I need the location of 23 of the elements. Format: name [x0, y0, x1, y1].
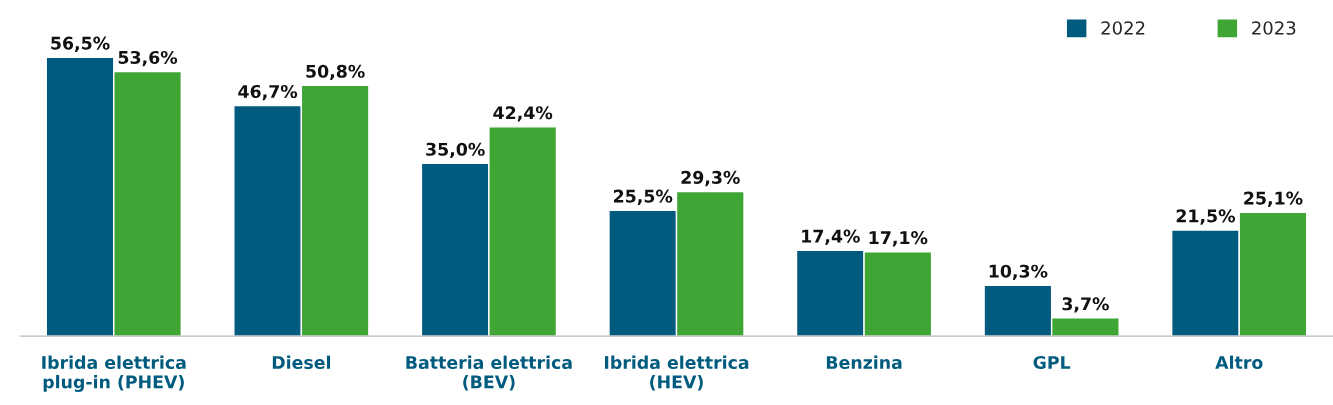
data-label: 21,5%: [1176, 209, 1236, 225]
legend-label: 2023: [1252, 21, 1296, 35]
data-label: 56,5%: [51, 36, 110, 52]
data-label: 29,3%: [681, 170, 740, 187]
x-tick-label: Benzina: [826, 355, 902, 370]
data-label: 17,1%: [869, 231, 928, 247]
data-label: 46,7%: [238, 84, 298, 101]
x-tick-label: Altro: [1215, 355, 1263, 370]
x-tick-label: Batteria elettrica (BEV): [406, 355, 572, 391]
data-label: 35,0%: [426, 142, 485, 159]
data-label: 25,1%: [1244, 191, 1303, 207]
data-label: 42,4%: [493, 106, 553, 122]
legend-label: 2022: [1101, 21, 1145, 35]
data-label: 10,3%: [989, 264, 1048, 280]
x-tick-label: Diesel: [272, 355, 330, 370]
x-tick-label: GPL: [1033, 355, 1071, 370]
data-label: 50,8%: [306, 64, 365, 81]
x-tick-label: Ibrida elettrica plug-in (PHEV): [42, 355, 186, 392]
data-label: 17,4%: [802, 229, 860, 245]
data-label: 3,7%: [1062, 297, 1109, 313]
data-label: 25,5%: [613, 189, 673, 205]
x-tick-label: Ibrida elettrica (HEV): [604, 355, 749, 391]
data-label: 53,6%: [118, 50, 178, 67]
